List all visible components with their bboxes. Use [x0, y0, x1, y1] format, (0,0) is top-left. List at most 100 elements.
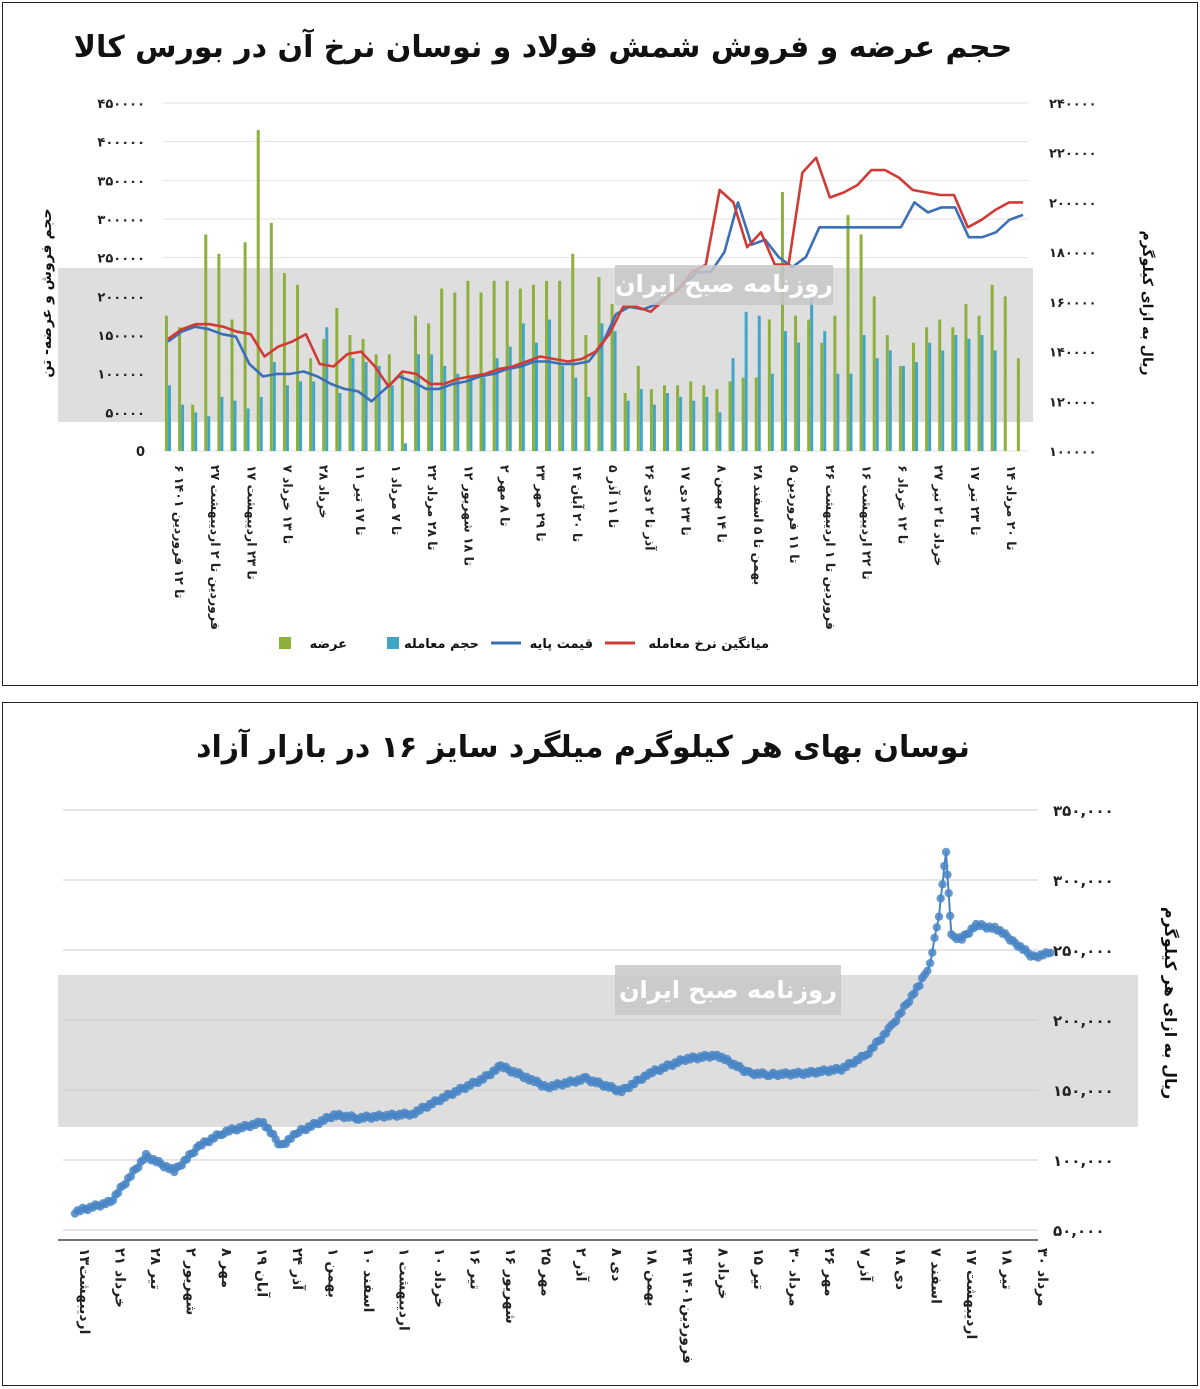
left-y-tick-label: 0 — [136, 445, 145, 460]
offer-bar — [479, 292, 483, 451]
left-y-tick-label: ۳۰۰۰۰۰ — [97, 213, 145, 228]
volume-bar — [508, 346, 512, 451]
volume-bar — [430, 354, 434, 451]
offer-bar — [741, 377, 745, 451]
lines — [167, 156, 1024, 403]
points — [70, 847, 1055, 1218]
volume-bar — [534, 342, 538, 451]
y-tick-label: ۲۰۰,۰۰۰ — [1053, 1012, 1114, 1030]
watermark: روزنامه صبح ایران — [615, 965, 841, 1015]
volume-bar — [377, 365, 381, 451]
price-point — [923, 966, 932, 976]
offer-bar — [780, 191, 784, 451]
volume-bar — [312, 381, 316, 451]
volume-bar — [954, 335, 958, 451]
offer-bar — [794, 315, 798, 451]
y-tick-label: ۱۰۰,۰۰۰ — [1053, 1152, 1114, 1170]
volume-bar — [967, 338, 971, 451]
x-tick-label: ۱ اردیبهشت — [395, 1248, 411, 1331]
volume-bar — [665, 393, 669, 451]
volume-bar — [416, 354, 420, 451]
watermark-text: روزنامه صبح ایران — [619, 976, 837, 1004]
volume-bar — [980, 335, 984, 451]
right-axis-label: ریال به ازای کیلوگرم — [1139, 230, 1156, 375]
volume-bar — [639, 389, 643, 451]
volume-bar — [364, 362, 368, 451]
price-point — [892, 1016, 901, 1026]
offer-bar — [885, 335, 889, 451]
offer-bar — [453, 292, 457, 451]
offer-bar — [191, 404, 195, 451]
volume-bar — [194, 412, 198, 451]
background-band — [58, 975, 1138, 1127]
left-y-tick-label: ۲۰۰۰۰۰ — [97, 290, 145, 305]
legend-label-avg-price: میانگین نرخ معامله — [648, 636, 769, 652]
x-tick-label: ۲۶ فروردین تا ۱ اردیبهشت — [823, 465, 838, 630]
offer-bar — [374, 354, 378, 451]
volume-bar — [783, 331, 787, 451]
volume-bar — [456, 373, 460, 451]
price-point — [938, 880, 947, 889]
offer-bar — [767, 319, 771, 451]
right-y-tick-label: ۱۶۰۰۰۰ — [1049, 296, 1097, 311]
x-tick-label: ۱ بهمن — [324, 1248, 340, 1298]
volume-bar — [744, 311, 748, 451]
x-tick-label: ۲۴ فروردین۱۴۰۱ — [679, 1248, 695, 1364]
offer-bar — [702, 385, 706, 451]
offer-bar — [256, 130, 260, 452]
offer-bar — [204, 234, 208, 451]
offer-bar — [662, 385, 666, 451]
offer-bar — [492, 280, 496, 451]
x-tick-label: ۸ خرداد — [715, 1248, 731, 1299]
x-tick-label: ۲۱ خرداد — [111, 1248, 127, 1308]
legend-label-base-price: قیمت پایه — [530, 637, 593, 652]
gray-band — [58, 975, 1138, 1127]
offer-bar — [859, 234, 863, 451]
left-y-tick-label: ۱۵۰۰۰۰ — [97, 329, 145, 344]
offer-bar — [820, 342, 824, 451]
right-y-ticks: ۱۰۰۰۰۰ ۱۲۰۰۰۰ ۱۴۰۰۰۰ ۱۶۰۰۰۰ ۱۸۰۰۰۰ ۲۰۰۰۰۰ ۲۲۰۰… — [1049, 97, 1097, 460]
right-y-tick-label: ۱۰۰۰۰۰ — [1049, 445, 1097, 460]
right-y-tick-label: ۲۴۰۰۰۰ — [1049, 97, 1097, 112]
x-tick-label: ۱۷ تا ۲۳ دی — [678, 465, 693, 536]
offer-bar — [243, 242, 247, 451]
volume-bar — [325, 327, 329, 451]
x-tick-label: ۲۷ فروردین تا ۲ اردیبهشت — [208, 465, 223, 630]
x-tick-label: ۸ مهر — [218, 1248, 234, 1288]
x-tick-label: ۱۸ بهمن — [644, 1248, 660, 1306]
volume-bar — [338, 393, 342, 451]
volume-bar — [220, 396, 224, 451]
left-y-tick-label: ۱۰۰۰۰۰ — [97, 368, 145, 383]
volume-bar — [482, 377, 486, 451]
offer-bar — [571, 253, 575, 451]
x-tick-label: ۱۰ خرداد — [431, 1248, 447, 1308]
volume-bar — [941, 350, 945, 451]
offer-bar — [584, 335, 588, 451]
left-axis-label: حجم فروش و عرضه- تن — [39, 208, 55, 377]
x-tick-label: ۷ تا ۱۳ خرداد — [281, 465, 296, 544]
legend: میانگین نرخ معامله قیمت پایه حجم معامله … — [279, 636, 769, 652]
offer-bar — [636, 365, 640, 451]
x-tick-label: ۲۵ مهر — [537, 1248, 553, 1297]
x-ticks: ۱۳اردیبهشت ۲۱ خرداد ۲۸ تیر ۲ شهریور ۸ مهر ۱۹ … — [58, 1239, 1050, 1364]
price-point — [941, 847, 951, 857]
right-y-tick-label: ۱۴۰۰۰۰ — [1049, 346, 1097, 361]
volume-bar — [705, 396, 709, 451]
volume-bar — [731, 358, 735, 451]
chart-title: نوسان بهای هر کیلوگرم میلگرد سایز ۱۶ در … — [196, 728, 970, 765]
volume-bar — [181, 404, 185, 451]
offer-bar — [715, 389, 719, 451]
price-point — [925, 959, 935, 968]
x-tick-label: ۸ دی — [608, 1248, 624, 1281]
x-tick-label: ۵ تا ۱۱ آذر — [606, 465, 621, 528]
y-tick-label: ۲۵۰,۰۰۰ — [1053, 942, 1114, 960]
offer-bar — [597, 277, 601, 451]
legend-label-volume: حجم معامله — [404, 637, 479, 652]
volume-bar — [574, 377, 578, 451]
y-tick-label: ۵۰,۰۰۰ — [1053, 1222, 1104, 1240]
volume-bar — [285, 385, 289, 451]
price-point — [897, 1008, 906, 1017]
volume-bar — [679, 396, 683, 451]
watermark-text: روزنامه صبح ایران — [615, 270, 833, 298]
offer-bar — [1003, 296, 1007, 451]
